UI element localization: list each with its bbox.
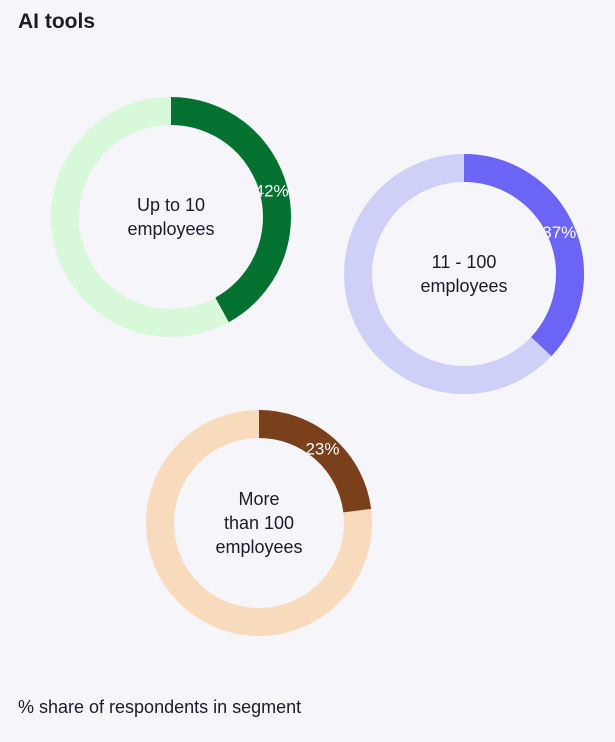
donut-value-label: 37% — [542, 223, 576, 242]
donut-center-label: employees — [127, 219, 214, 239]
donut-segment — [258, 410, 372, 513]
footnote: % share of respondents in segment — [18, 697, 302, 717]
chart-title: AI tools — [18, 10, 95, 33]
donut-center-label: employees — [215, 537, 302, 557]
donut-11-100: 37% 11 - 100 employees — [344, 154, 584, 394]
donut-center-label: More — [238, 489, 279, 509]
donut-value-label: 42% — [255, 182, 289, 201]
donut-more-than-100: 23% More than 100 employees — [146, 410, 372, 636]
donut-value-label: 23% — [305, 440, 339, 459]
donut-center-label: than 100 — [224, 513, 294, 533]
donut-center-label: employees — [420, 276, 507, 296]
donut-segment — [170, 97, 291, 323]
donut-center-label: 11 - 100 — [432, 252, 497, 272]
donut-center-label: Up to 10 — [137, 195, 205, 215]
donut-up-to-10: 42% Up to 10 employees — [51, 97, 291, 337]
donut-segment — [463, 154, 584, 357]
